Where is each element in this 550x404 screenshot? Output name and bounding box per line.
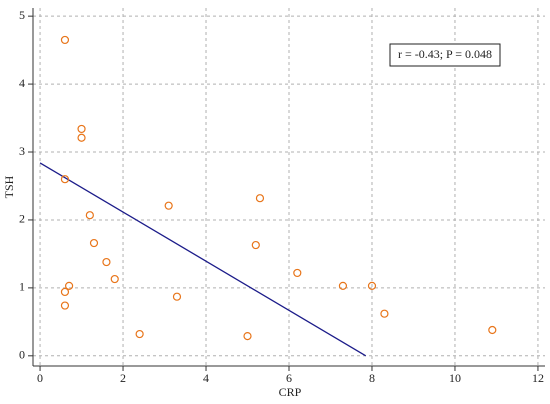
fit-line: [39, 162, 367, 357]
data-point: [380, 309, 389, 318]
x-tick-label: 2: [120, 371, 126, 385]
data-point: [77, 124, 86, 134]
data-point: [243, 332, 252, 341]
y-tick-label: 4: [19, 76, 25, 90]
data-point: [251, 240, 260, 250]
y-tick-label: 3: [19, 144, 25, 158]
data-point: [60, 287, 70, 297]
annotation-box: [389, 43, 501, 67]
data-point: [85, 211, 94, 220]
y-axis-label: TSH: [2, 175, 16, 198]
data-point: [172, 292, 182, 301]
data-point: [60, 35, 70, 45]
x-tick-label: 10: [449, 371, 461, 385]
data-point: [255, 194, 265, 203]
y-tick-label: 2: [19, 212, 25, 226]
data-point: [102, 257, 111, 267]
x-tick-label: 8: [369, 371, 375, 385]
x-tick-label: 0: [37, 371, 43, 385]
y-tick-label: 5: [19, 8, 25, 22]
data-point: [135, 329, 144, 339]
data-point: [367, 281, 377, 290]
data-point: [89, 238, 99, 248]
data-point: [60, 175, 70, 184]
data-point: [488, 325, 497, 335]
data-point: [64, 281, 74, 290]
annotation: r = -0.43; P = 0.048: [398, 47, 492, 61]
x-tick-label: 6: [286, 371, 292, 385]
x-tick-label: 4: [203, 371, 209, 385]
x-tick-label: 12: [532, 371, 544, 385]
y-tick-label: 0: [19, 348, 25, 362]
data-point: [164, 201, 173, 210]
x-axis-label: CRP: [279, 385, 302, 399]
data-point: [293, 268, 302, 278]
data-point: [60, 301, 70, 310]
y-tick-label: 1: [19, 280, 25, 294]
data-point: [338, 281, 348, 290]
data-point: [110, 274, 119, 284]
data-point: [77, 133, 86, 142]
